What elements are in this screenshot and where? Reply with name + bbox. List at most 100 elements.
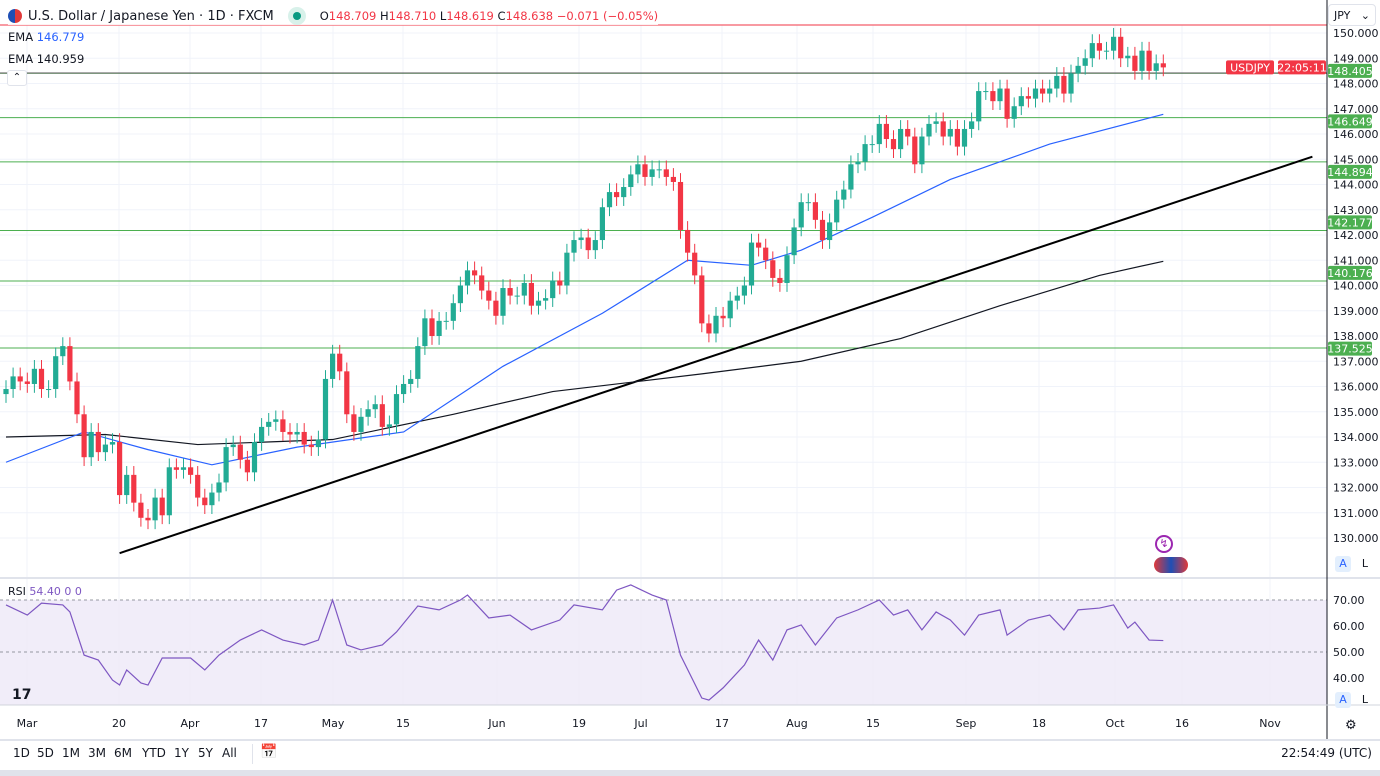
candle[interactable] (308, 435, 314, 456)
candle[interactable] (152, 488, 158, 530)
timeframe-1m[interactable]: 1M (62, 746, 80, 760)
candle[interactable] (656, 160, 662, 179)
ema-200-line[interactable] (5, 260, 1164, 446)
candle[interactable] (969, 112, 975, 138)
timeframe-1d[interactable]: 1D (13, 746, 30, 760)
candle[interactable] (131, 466, 137, 512)
ema-50-legend[interactable]: EMA 146.779 (8, 30, 85, 44)
candle[interactable] (720, 306, 726, 328)
candle[interactable] (514, 286, 520, 305)
date-range-calendar-icon[interactable]: 📅 (260, 744, 278, 760)
candle[interactable] (301, 423, 307, 454)
candle[interactable] (571, 231, 577, 262)
candle[interactable] (138, 493, 144, 527)
candle[interactable] (436, 312, 442, 345)
candle[interactable] (947, 120, 953, 146)
candle[interactable] (834, 190, 840, 232)
rsi-log-scale-button[interactable]: L (1361, 693, 1369, 706)
candle[interactable] (521, 274, 527, 305)
candle[interactable] (621, 178, 627, 206)
candle[interactable] (1082, 49, 1088, 75)
candle[interactable] (628, 165, 634, 196)
economic-events-flag-icon[interactable] (1154, 557, 1188, 573)
candle[interactable] (337, 344, 343, 381)
candle[interactable] (1040, 79, 1046, 103)
candle[interactable] (1160, 54, 1166, 77)
candle[interactable] (294, 423, 300, 444)
candle[interactable] (365, 400, 371, 426)
timeframe-ytd[interactable]: YTD (142, 746, 166, 760)
candle[interactable] (1032, 79, 1039, 108)
candle[interactable] (976, 82, 982, 131)
candle[interactable] (46, 380, 52, 398)
candle[interactable] (550, 271, 556, 307)
candle[interactable] (990, 82, 996, 111)
candle[interactable] (188, 458, 194, 484)
candle[interactable] (237, 435, 243, 469)
utc-clock[interactable]: 22:54:49 (UTC) (1281, 746, 1372, 760)
ema-200-legend[interactable]: EMA 140.959 (8, 52, 85, 66)
rsi-line[interactable] (5, 584, 1164, 701)
tradingview-logo[interactable]: 17 (12, 687, 32, 703)
candle[interactable] (827, 213, 833, 249)
candle[interactable] (1075, 56, 1081, 83)
candle[interactable] (24, 372, 30, 393)
symbol-title[interactable]: U.S. Dollar / Japanese Yen · 1D · FXCM (28, 8, 274, 24)
candle[interactable] (202, 488, 208, 515)
candle[interactable] (706, 314, 712, 343)
candle[interactable] (912, 127, 918, 174)
candle[interactable] (251, 433, 258, 482)
candle[interactable] (330, 344, 336, 388)
trendline[interactable] (119, 155, 1313, 555)
rsi-legend[interactable]: RSI 54.40 0 0 (8, 585, 82, 598)
candle[interactable] (1111, 27, 1117, 60)
candle[interactable] (266, 413, 272, 436)
candle[interactable] (386, 415, 392, 436)
candle[interactable] (38, 359, 45, 398)
candle[interactable] (287, 423, 293, 444)
candle[interactable] (933, 112, 939, 133)
candle[interactable] (244, 450, 250, 482)
candle[interactable] (443, 312, 449, 330)
candle[interactable] (379, 395, 385, 436)
candle[interactable] (315, 430, 321, 456)
candle[interactable] (1125, 46, 1131, 68)
candle[interactable] (606, 183, 613, 217)
candle[interactable] (919, 127, 925, 174)
candle[interactable] (841, 180, 847, 209)
candle[interactable] (10, 367, 16, 398)
candle[interactable] (1103, 41, 1110, 60)
candle[interactable] (784, 246, 790, 292)
candle[interactable] (663, 160, 669, 186)
candle[interactable] (805, 193, 811, 212)
candle[interactable] (195, 466, 201, 507)
candle[interactable] (259, 418, 265, 451)
candle[interactable] (905, 120, 911, 146)
candle[interactable] (3, 380, 9, 403)
candle[interactable] (692, 243, 698, 285)
candle[interactable] (983, 82, 989, 100)
candle[interactable] (479, 266, 485, 300)
candle[interactable] (230, 435, 236, 456)
candle[interactable] (415, 337, 421, 388)
candle[interactable] (1061, 67, 1067, 103)
candle[interactable] (890, 130, 897, 158)
candle[interactable] (472, 261, 478, 285)
candle[interactable] (798, 193, 804, 237)
candle[interactable] (1146, 41, 1152, 80)
candle[interactable] (166, 458, 172, 525)
candle[interactable] (1004, 79, 1010, 128)
candle[interactable] (642, 155, 648, 186)
candle[interactable] (1068, 64, 1074, 103)
candle[interactable] (812, 193, 818, 229)
candle[interactable] (145, 508, 151, 530)
candle[interactable] (535, 291, 542, 315)
candle[interactable] (578, 228, 584, 249)
candle[interactable] (67, 337, 73, 391)
candle[interactable] (1047, 79, 1053, 103)
candle[interactable] (940, 112, 946, 146)
timeframe-6m[interactable]: 6M (114, 746, 132, 760)
event-lightning-icon[interactable]: ↯ (1155, 535, 1173, 553)
timeframe-5d[interactable]: 5D (37, 746, 54, 760)
candle[interactable] (961, 120, 968, 156)
